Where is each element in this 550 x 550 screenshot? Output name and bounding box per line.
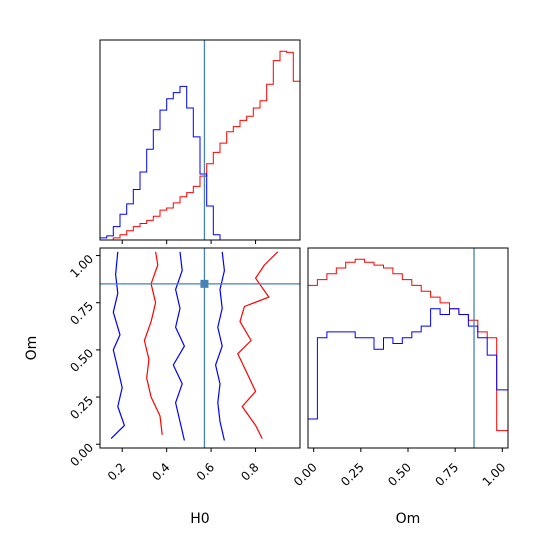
hist-H0-series-1 [100,85,300,240]
hist-Om-xtick-label-4: 1.00 [480,460,509,489]
xlabel-Om: Om [396,511,421,527]
panel-contour-H0-Om: 0.2 0.4 0.6 0.8 0.00 0.25 0.50 0.75 1.00 H0 Om [24,247,301,527]
contour-H0-Om-xtick-label-1: 0.4 [149,460,172,483]
contour-H0-Om-series-0-contour-1 [237,251,279,439]
hist-Om-frame [307,247,509,449]
hist-Om-xtick-label-0: 0.00 [291,460,320,489]
hist-Om-xtick-label-3: 0.75 [432,460,461,489]
contour-H0-Om-ytick-label-0: 0.00 [67,440,96,469]
contour-H0-Om-xtick-label-0: 0.2 [105,460,128,483]
contour-H0-Om-xtick-label-3: 0.8 [238,460,261,483]
ylabel-Om: Om [24,336,40,361]
hist-Om-xtick-label-1: 0.25 [338,460,367,489]
contour-H0-Om-ytick-label-4: 1.00 [67,252,96,281]
panel-hist-H0 [99,39,301,244]
contour-H0-Om-series-0-contour-0 [143,251,163,435]
contour-H0-Om-ytick-label-3: 0.75 [67,299,96,328]
hist-H0-series-0 [100,50,300,240]
contour-H0-Om-ytick-label-1: 0.25 [67,393,96,422]
contour-H0-Om-frame [99,247,301,449]
contour-H0-Om-xtick-label-2: 0.6 [194,460,217,483]
hist-Om-series-1 [308,308,508,448]
hist-Om-series-0 [308,258,508,448]
contour-H0-Om-ytick-label-2: 0.50 [67,346,96,375]
contour-H0-Om-series-1-contour-0 [110,251,125,440]
hist-Om-xtick-label-2: 0.50 [385,460,414,489]
hist-H0-frame [99,39,301,241]
contour-H0-Om-series-1-contour-1 [172,251,185,441]
contour-H0-Om-series-1-contour-2 [215,251,225,441]
truth-marker [200,279,209,288]
panel-hist-Om: 0.00 0.25 0.50 0.75 1.00 Om [291,247,509,527]
xlabel-H0: H0 [190,511,209,527]
